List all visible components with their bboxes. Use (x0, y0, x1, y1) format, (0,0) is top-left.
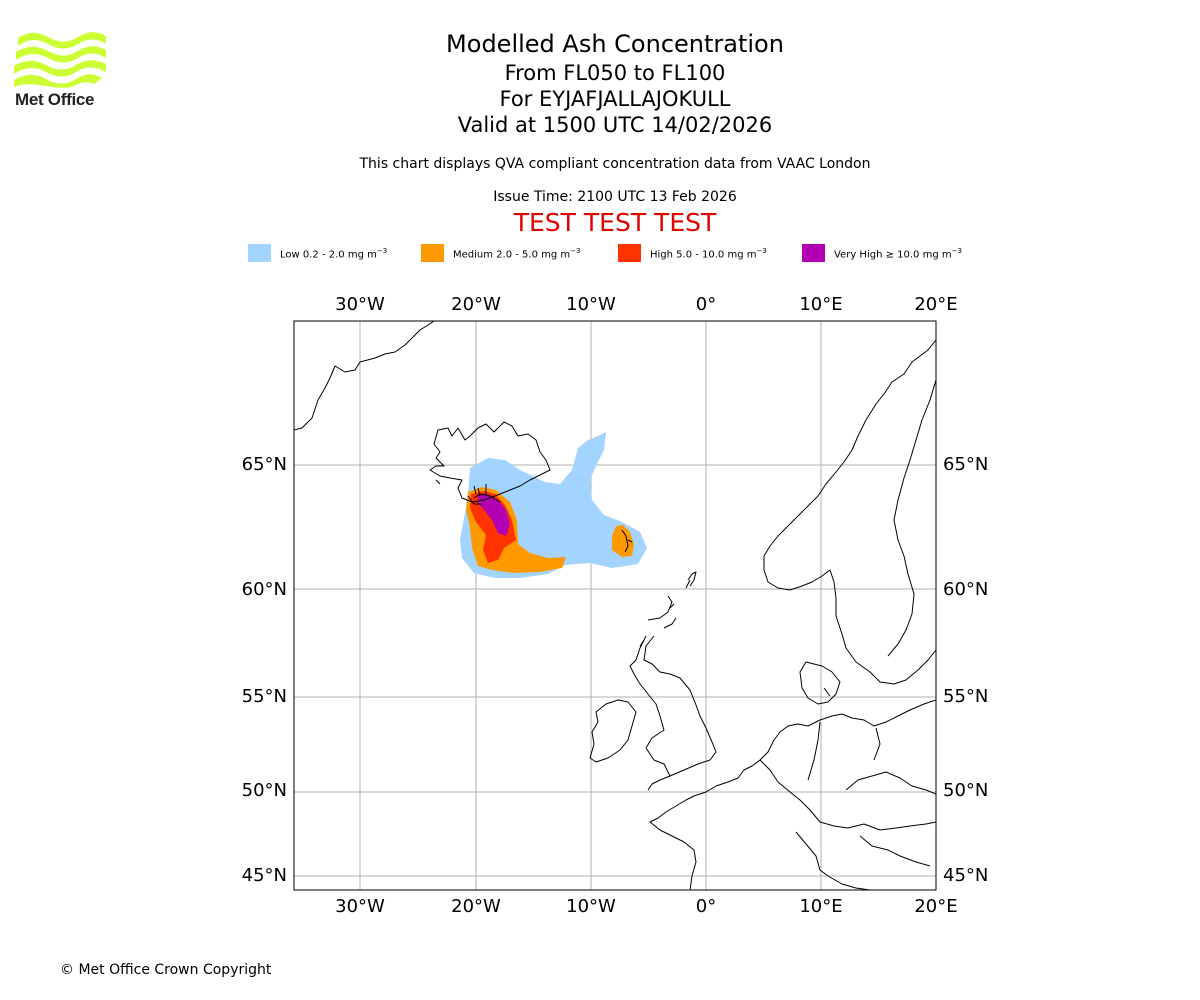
coastlines (294, 321, 936, 890)
valid-time: Valid at 1500 UTC 14/02/2026 (457, 113, 773, 137)
axis-labels: 30°W 20°W 10°W 0° 10°E 20°E 30°W 20°W 10… (242, 294, 989, 917)
lon-label-bottom: 0° (696, 896, 716, 917)
chart-description: This chart displays QVA compliant concen… (359, 156, 871, 172)
lon-label-bottom: 20°E (914, 896, 957, 917)
lon-label-top: 0° (696, 294, 716, 315)
legend-swatch-very-high (802, 244, 825, 262)
lat-label-left: 45°N (242, 865, 287, 886)
coast-small-islands (435, 479, 691, 647)
legend-label-high: High 5.0 - 10.0 mg m−3 (650, 247, 767, 261)
map-graticule (294, 321, 936, 890)
lat-label-left: 60°N (242, 579, 287, 600)
lat-label-right: 60°N (943, 579, 988, 600)
lat-label-right: 55°N (943, 686, 988, 707)
coast-norway (763, 339, 936, 685)
met-office-wave-icon (14, 32, 106, 88)
coast-greenland (294, 321, 435, 431)
lon-label-top: 20°W (451, 294, 501, 315)
lon-label-bottom: 30°W (335, 896, 385, 917)
chart-title: Modelled Ash Concentration (446, 30, 784, 58)
map-frame (293, 320, 937, 891)
coast-great-britain (629, 595, 717, 791)
test-banner: TEST TEST TEST (513, 208, 717, 237)
lon-label-bottom: 10°E (799, 896, 842, 917)
lat-label-right: 45°N (943, 865, 988, 886)
legend-swatch-low (248, 244, 271, 262)
legend-swatch-medium (421, 244, 444, 262)
lat-label-left: 50°N (242, 780, 287, 801)
coast-iceland (429, 421, 551, 503)
flight-levels: From FL050 to FL100 (504, 61, 726, 85)
volcano-name: For EYJAFJALLAJOKULL (499, 87, 731, 111)
lat-label-left: 65°N (242, 454, 287, 475)
ash-region-medium-east (612, 525, 634, 557)
logo-text: Met Office (15, 90, 95, 109)
ash-region-very-high (478, 494, 510, 536)
legend-label-very-high: Very High ≥ 10.0 mg m−3 (834, 247, 962, 261)
lat-label-right: 65°N (943, 454, 988, 475)
issue-time: Issue Time: 2100 UTC 13 Feb 2026 (493, 189, 737, 205)
coast-denmark (799, 661, 841, 705)
lat-label-left: 55°N (242, 686, 287, 707)
chart-header: Modelled Ash Concentration From FL050 to… (315, 28, 915, 237)
legend-label-medium: Medium 2.0 - 5.0 mg m−3 (453, 247, 581, 261)
lon-label-top: 10°E (799, 294, 842, 315)
lon-label-bottom: 20°W (451, 896, 501, 917)
lon-label-top: 10°W (566, 294, 616, 315)
country-borders (759, 721, 936, 890)
coast-sweden-east (887, 379, 936, 657)
coast-shetland (687, 571, 697, 587)
coast-faroe (621, 529, 633, 553)
lon-label-top: 30°W (335, 294, 385, 315)
lon-label-bottom: 10°W (566, 896, 616, 917)
met-office-logo: Met Office (14, 30, 110, 112)
coast-ireland (589, 699, 637, 763)
legend-swatch-high (618, 244, 641, 262)
lat-label-right: 50°N (943, 780, 988, 801)
coast-continental-europe (649, 699, 936, 890)
copyright-notice: © Met Office Crown Copyright (60, 962, 272, 978)
lon-label-top: 20°E (914, 294, 957, 315)
legend-label-low: Low 0.2 - 2.0 mg m−3 (280, 247, 388, 261)
volcano-source-marker (467, 484, 501, 505)
